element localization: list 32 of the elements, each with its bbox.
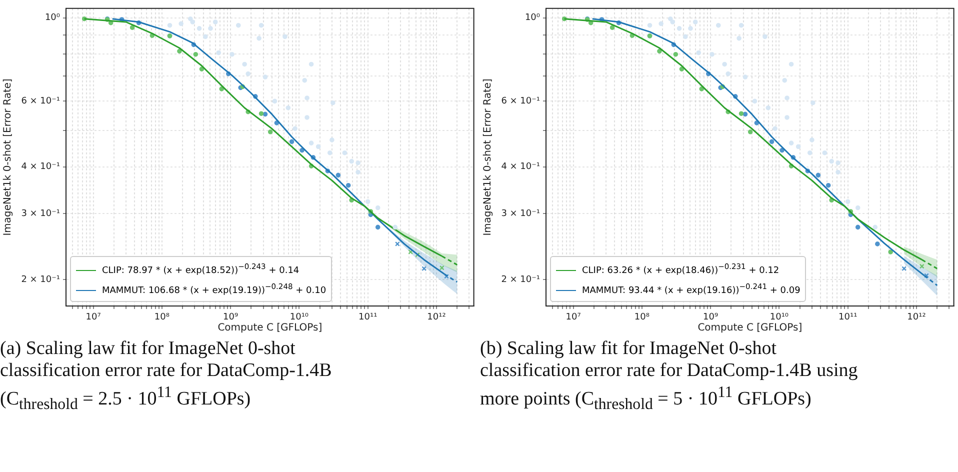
x-tick-label: 10¹² bbox=[907, 312, 926, 323]
x-tick-label: 10⁷ bbox=[566, 312, 582, 323]
y-tick-label: 2 × 10⁻¹ bbox=[21, 274, 60, 285]
legend-label: MAMMUT: 106.68 * (x + exp(19.19))$^{−0.248}$ + 0.10 bbox=[102, 282, 326, 296]
y-axis-title: ImageNet1k 0-shot [Error Rate] bbox=[482, 78, 494, 236]
x-tick-label: 10¹¹ bbox=[358, 312, 378, 323]
y-tick-label: 6 × 10⁻¹ bbox=[21, 96, 60, 106]
x-axis-title: Compute C [GFLOPs] bbox=[218, 322, 322, 334]
x-tick-label: 10⁹ bbox=[703, 312, 718, 323]
y-tick-label: 6 × 10⁻¹ bbox=[501, 96, 540, 106]
x-tick-label: 10¹² bbox=[427, 312, 446, 323]
legend-label: CLIP: 78.97 * (x + exp(18.52))$^{−0.243}$ + 0.14 bbox=[102, 262, 300, 276]
x-tick-label: 10¹¹ bbox=[838, 312, 858, 323]
x-tick-label: 10¹⁰ bbox=[770, 312, 789, 323]
x-tick-label: 10⁷ bbox=[86, 312, 102, 323]
y-tick-label: 2 × 10⁻¹ bbox=[501, 274, 540, 285]
x-axis-title: Compute C [GFLOPs] bbox=[698, 322, 802, 334]
y-axis-title: ImageNet1k 0-shot [Error Rate] bbox=[2, 78, 14, 236]
y-tick-label: 4 × 10⁻¹ bbox=[21, 162, 60, 172]
text: (a) Scaling law fit for ImageNet 0-shot classification error rate for DataComp-1.4B (C$_{threshold}$ = 2.5 · 10$^{11}$ GFLOPs) bbox=[0, 338, 333, 416]
y-tick-label: 10⁰ bbox=[44, 13, 60, 24]
y-tick-label: 10⁰ bbox=[524, 13, 540, 24]
x-tick-label: 10⁸ bbox=[634, 312, 650, 323]
legend-label: MAMMUT: 93.44 * (x + exp(19.16))$^{−0.241}$ + 0.09 bbox=[582, 282, 800, 296]
x-tick-label: 10⁹ bbox=[223, 312, 238, 323]
x-tick-label: 10¹⁰ bbox=[290, 312, 309, 323]
y-tick-label: 3 × 10⁻¹ bbox=[21, 208, 60, 219]
x-tick-label: 10⁸ bbox=[154, 312, 170, 323]
legend-label: CLIP: 63.26 * (x + exp(18.46))$^{−0.231}$ + 0.12 bbox=[582, 262, 780, 276]
text: (b) Scaling law fit for ImageNet 0-shot classification error rate for DataComp-1.4B using more points (C$_{threshold}$ = 5 · 10$^{11}$ GFLOPs) bbox=[480, 338, 859, 416]
y-tick-label: 3 × 10⁻¹ bbox=[501, 208, 540, 219]
y-tick-label: 4 × 10⁻¹ bbox=[501, 162, 540, 172]
